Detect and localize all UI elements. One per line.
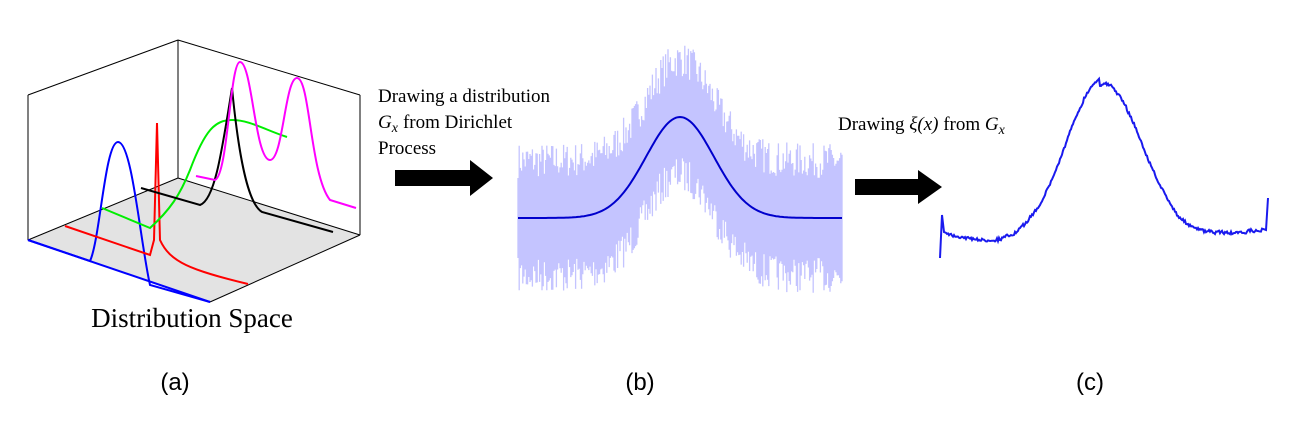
subscript: x [998, 123, 1006, 138]
step-text: Drawing a distribution [378, 86, 551, 107]
panel-b [517, 45, 843, 293]
sample-curve [939, 76, 1269, 259]
step-text: Gx from Dirichlet [378, 112, 513, 136]
step-text: from [943, 114, 980, 135]
floor [28, 178, 360, 302]
step-text: Drawing ξ(x) from Gx [838, 114, 1006, 138]
panel-a: Distribution Space [27, 39, 361, 333]
red-curve [64, 122, 249, 285]
mean-curve [518, 115, 842, 219]
step-text: from Dirichlet [403, 112, 513, 133]
symbol: G [378, 112, 392, 133]
noise-band [517, 45, 843, 293]
subscript: x [391, 121, 399, 136]
green-curve [101, 118, 288, 230]
step-text: Drawing [838, 114, 905, 135]
caption: Distribution Space [91, 303, 293, 333]
panel-label: (c) [1076, 369, 1104, 396]
panel-label: (b) [625, 369, 654, 396]
arrow [395, 160, 493, 196]
blue-curve [27, 140, 211, 303]
step-text: Process [378, 138, 436, 159]
magenta-curve [195, 60, 357, 209]
arrow [855, 170, 942, 204]
panel-label: (a) [160, 369, 189, 396]
panel-c [939, 76, 1269, 259]
symbol: ξ(x) [909, 114, 938, 135]
symbol: G [985, 114, 999, 135]
